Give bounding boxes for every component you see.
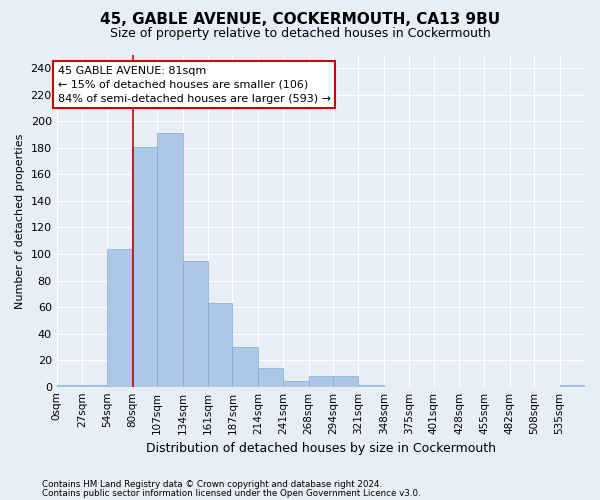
Text: Contains public sector information licensed under the Open Government Licence v3: Contains public sector information licen…	[42, 489, 421, 498]
Text: Contains HM Land Registry data © Crown copyright and database right 2024.: Contains HM Land Registry data © Crown c…	[42, 480, 382, 489]
Text: 45 GABLE AVENUE: 81sqm
← 15% of detached houses are smaller (106)
84% of semi-de: 45 GABLE AVENUE: 81sqm ← 15% of detached…	[58, 66, 331, 104]
Bar	[258, 368, 283, 386]
Text: Size of property relative to detached houses in Cockermouth: Size of property relative to detached ho…	[110, 28, 490, 40]
Bar	[308, 376, 333, 386]
Bar	[208, 303, 232, 386]
Y-axis label: Number of detached properties: Number of detached properties	[15, 133, 25, 308]
Text: 45, GABLE AVENUE, COCKERMOUTH, CA13 9BU: 45, GABLE AVENUE, COCKERMOUTH, CA13 9BU	[100, 12, 500, 28]
Bar	[232, 347, 258, 387]
Bar	[333, 376, 358, 386]
X-axis label: Distribution of detached houses by size in Cockermouth: Distribution of detached houses by size …	[146, 442, 496, 455]
Bar	[132, 146, 157, 386]
Bar	[107, 248, 132, 386]
Bar	[157, 134, 182, 386]
Bar	[283, 382, 308, 386]
Bar	[182, 260, 208, 386]
